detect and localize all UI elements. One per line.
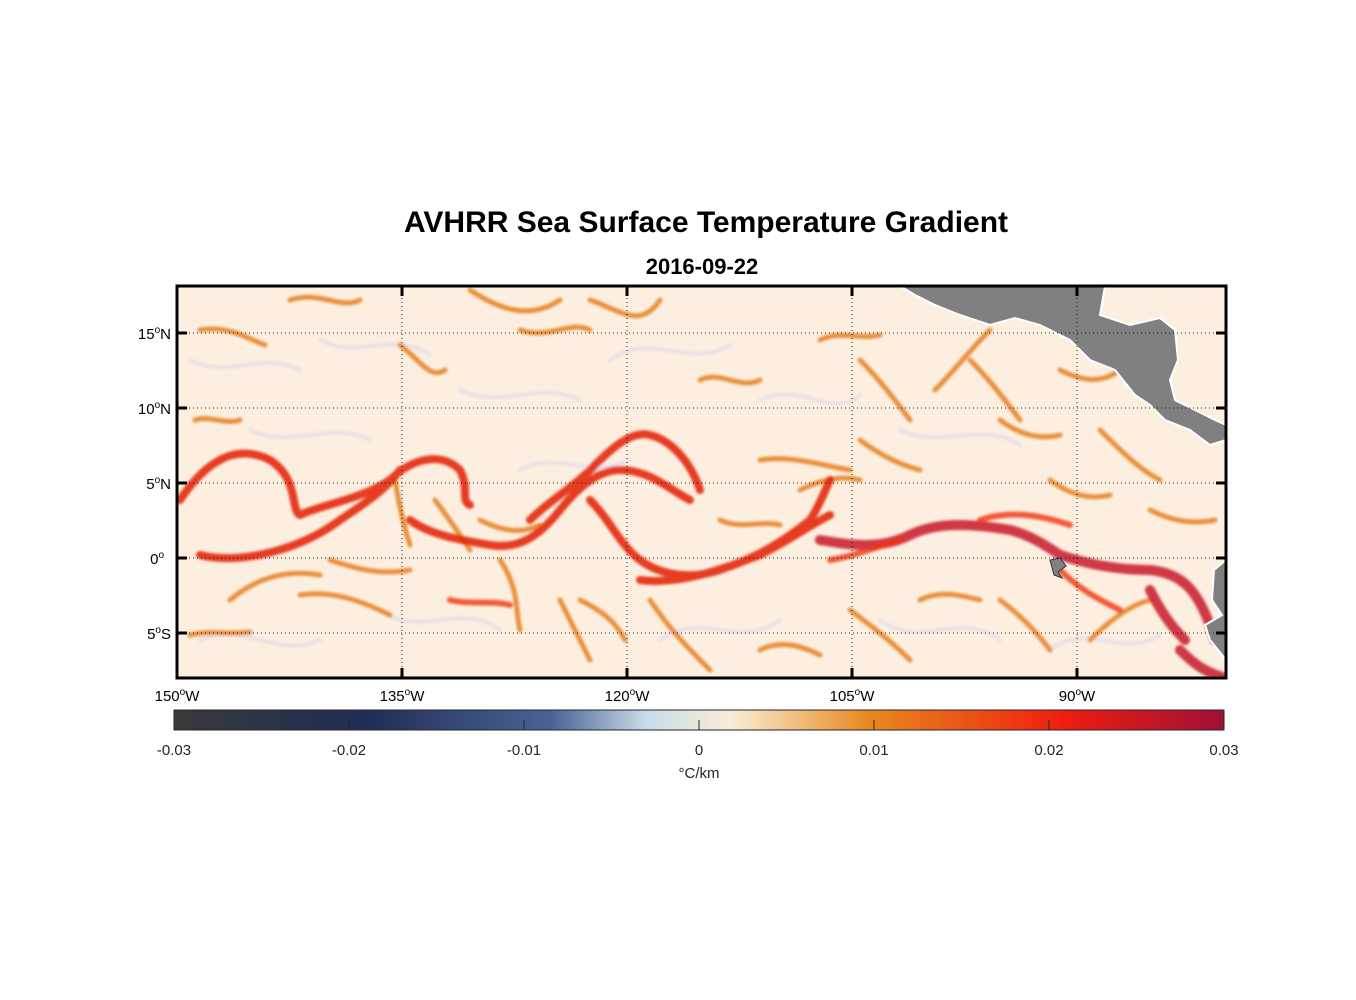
strongest-gradient-fronts [815,520,1226,678]
land-galapagos [1049,557,1067,580]
colorbar-tick-label: -0.03 [157,742,191,759]
colorbar-ticks [173,720,1225,730]
lat-tick-label: 10oN [138,400,171,418]
strong-gradient-fronts [177,430,834,585]
lat-tick-label: 5oS [147,625,171,643]
colorbar-tick-label: 0 [695,742,703,759]
colorbar-tick-label: 0.03 [1209,742,1238,759]
frame-ticks [177,286,1226,678]
lat-tick-label: 0o [150,550,164,568]
lat-tick-labels: 15oN 10oN 5oN 0o 5oS [138,325,171,643]
lon-tick-label: 150oW [155,687,201,705]
colorbar-tick-label: 0.02 [1034,742,1063,759]
colorbar: -0.03 -0.02 -0.01 0 0.01 0.02 0.03 °C/km [157,709,1239,782]
colorbar-tick-label: -0.02 [332,742,366,759]
chart-subtitle: 2016-09-22 [645,254,759,279]
colorbar-unit-label: °C/km [679,765,720,782]
lon-tick-label: 90oW [1059,687,1096,705]
sst-gradient-field [177,286,1226,678]
chart-title: AVHRR Sea Surface Temperature Gradient [403,206,1009,239]
colorbar-tick-label: -0.01 [507,742,541,759]
land-central-america [898,286,1226,447]
lon-tick-labels: 150oW 135oW 120oW 105oW 90oW [155,687,1096,705]
lon-tick-label: 135oW [380,687,426,705]
moderate-gradient-fronts [187,287,1218,673]
weak-gradient-filaments [188,338,1162,652]
lat-tick-label: 5oN [146,475,171,493]
lon-tick-label: 105oW [830,687,876,705]
colorbar-tick-label: 0.01 [859,742,888,759]
map-grid [177,286,1226,678]
secondary-red-fronts [447,511,1123,613]
lon-tick-label: 120oW [605,687,651,705]
lat-tick-label: 15oN [138,325,171,343]
